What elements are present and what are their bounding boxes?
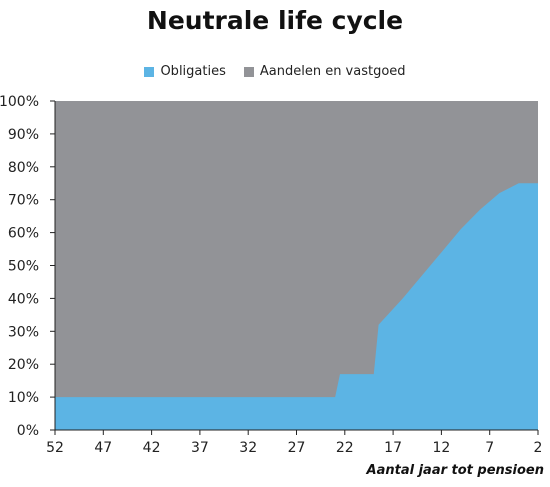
y-tick-label: 90% (8, 127, 39, 143)
y-tick-label: 40% (8, 291, 39, 307)
x-tick-label: 22 (336, 440, 354, 456)
legend-swatch-obligaties (144, 66, 155, 77)
x-tick-label: 12 (432, 440, 450, 456)
x-tick-label: 27 (288, 440, 306, 456)
legend-item-obligaties: Obligaties (144, 64, 226, 79)
x-tick-label: 7 (485, 440, 494, 456)
y-tick-label: 100% (0, 94, 39, 110)
x-tick-label: 37 (191, 440, 209, 456)
area-obligaties (55, 183, 538, 430)
x-tick-label: 32 (239, 440, 257, 456)
x-tick-label: 52 (46, 440, 64, 456)
y-tick-label: 80% (8, 160, 39, 176)
legend-label-obligaties: Obligaties (160, 64, 226, 79)
chart-title: Neutrale life cycle (146, 6, 404, 35)
x-axis-title: Aantal jaar tot pensioen (366, 463, 544, 478)
legend-swatch-aandelen (243, 66, 254, 77)
x-tick-label: 47 (94, 440, 112, 456)
y-tick-label: 70% (8, 193, 39, 209)
y-tick-label: 50% (8, 259, 39, 275)
y-tick-label: 20% (8, 357, 39, 373)
x-tick-label: 17 (384, 440, 402, 456)
legend-label-aandelen: Aandelen en vastgoed (259, 64, 406, 79)
x-tick-label: 2 (534, 440, 543, 456)
y-tick-label: 10% (8, 390, 39, 406)
x-tick-label: 42 (143, 440, 161, 456)
legend-item-aandelen: Aandelen en vastgoed (243, 64, 406, 79)
chart-legend: Obligaties Aandelen en vastgoed (0, 64, 550, 79)
y-tick-label: 30% (8, 324, 39, 340)
y-tick-label: 60% (8, 226, 39, 242)
y-tick-label: 0% (17, 423, 39, 439)
